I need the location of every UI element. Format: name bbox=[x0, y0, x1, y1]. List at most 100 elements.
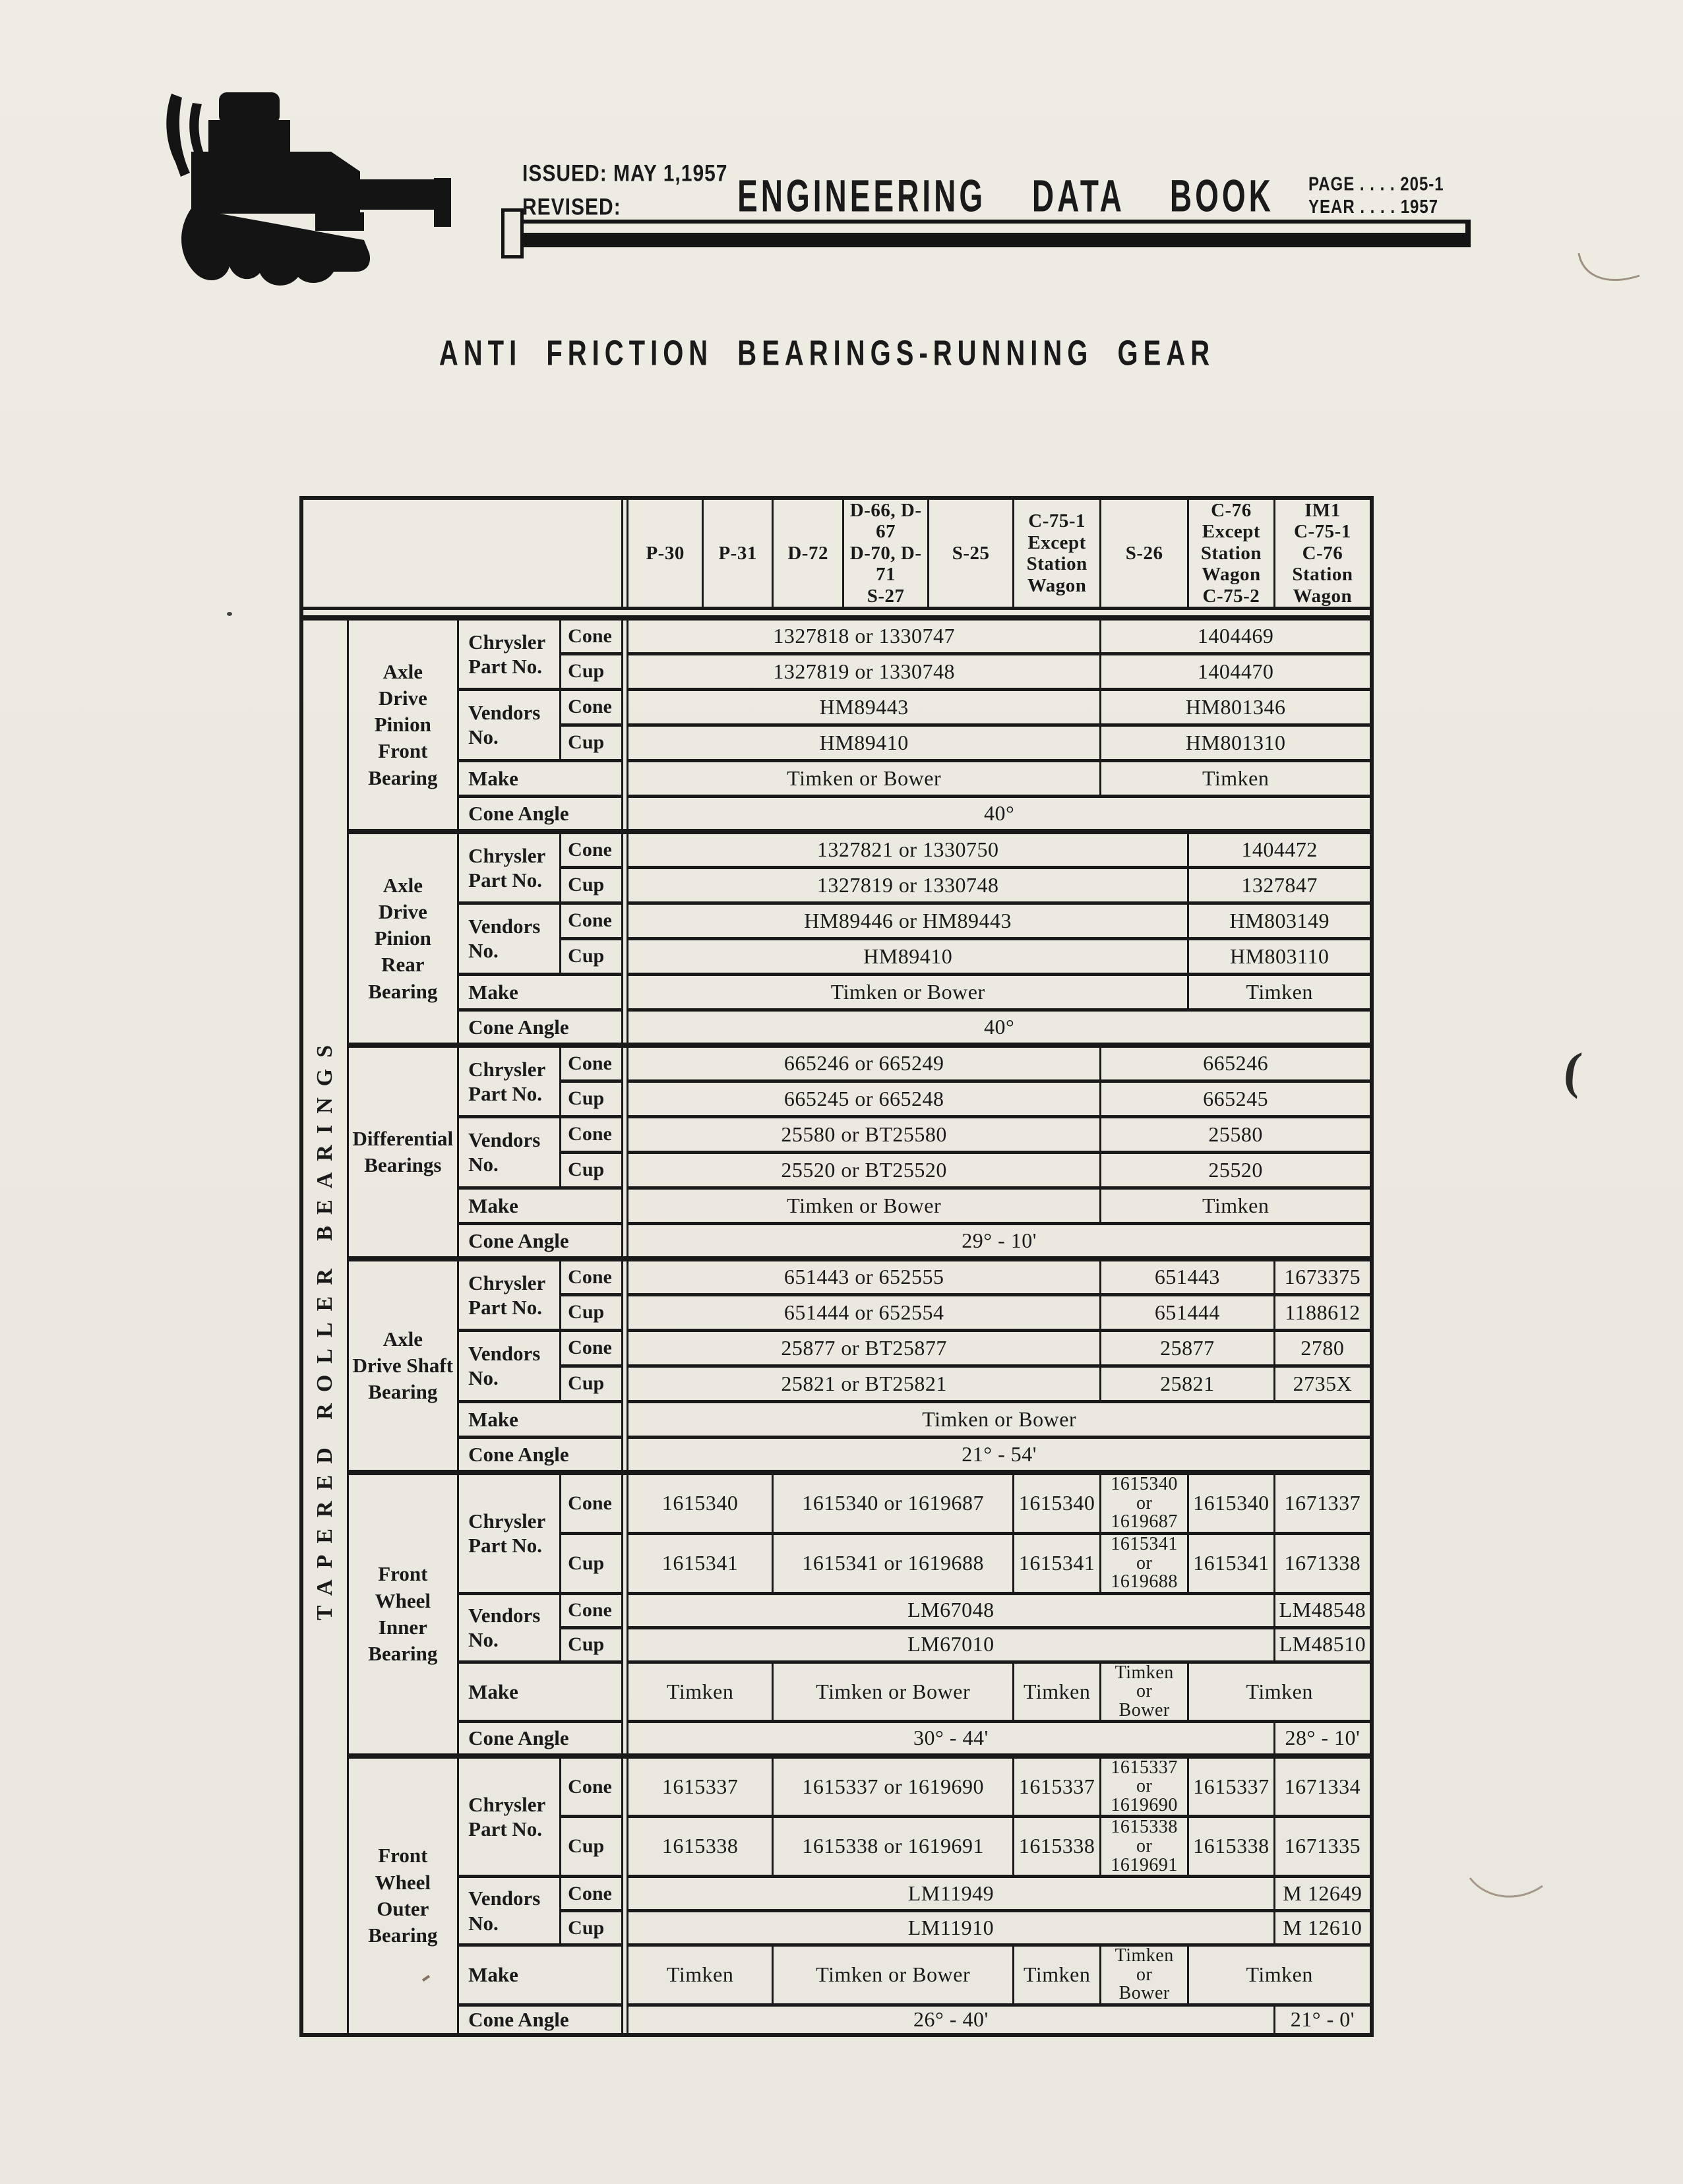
value-cell: LM48548 bbox=[1273, 1591, 1373, 1629]
page-title: ANTI FRICTION BEARINGS-RUNNING GEAR bbox=[439, 334, 1215, 373]
row-group-label: Vendors No. bbox=[457, 901, 562, 976]
value-cell: 1404470 bbox=[1099, 652, 1373, 691]
value-cell: 28° - 10' bbox=[1273, 1720, 1373, 1758]
value-cell: 1673375 bbox=[1273, 1256, 1373, 1296]
revised-label: REVISED: bbox=[522, 194, 621, 220]
page-ref: PAGE . . . . 205-1 bbox=[1308, 173, 1444, 195]
value-cell: 1404469 bbox=[1099, 615, 1373, 655]
value-cell: M 12649 bbox=[1273, 1875, 1373, 1913]
value-cell: 1671335 bbox=[1273, 1815, 1373, 1879]
value-cell: 1615338 bbox=[1187, 1815, 1275, 1879]
row-sub-label: Cone bbox=[559, 1043, 624, 1083]
row-sub-label: Cup bbox=[559, 1079, 624, 1118]
divider bbox=[621, 1533, 629, 1594]
divider bbox=[621, 796, 629, 832]
row-sub-label: Cone bbox=[559, 1470, 624, 1535]
divider bbox=[621, 867, 629, 903]
value-cell: 21° - 0' bbox=[1273, 2003, 1373, 2037]
row-group-label: Chrysler Part No. bbox=[457, 1470, 562, 1595]
divider bbox=[621, 1043, 629, 1081]
shaft-joint bbox=[501, 208, 524, 258]
value-cell: 665246 bbox=[1099, 1043, 1373, 1083]
divider bbox=[621, 760, 629, 797]
divider bbox=[621, 1081, 629, 1117]
value-cell: HM803110 bbox=[1187, 936, 1373, 976]
row-sub-label: Cup bbox=[559, 936, 624, 976]
value-cell: 1615338 or 1619691 bbox=[772, 1815, 1015, 1879]
value-cell: HM89410 bbox=[627, 723, 1102, 762]
col-header-p31: P-31 bbox=[702, 496, 774, 611]
row-sub-label: Cup bbox=[559, 1150, 624, 1190]
row-group-label: Make bbox=[457, 1943, 624, 2007]
row-group-label: Cone Angle bbox=[457, 794, 624, 834]
value-cell: LM11910 bbox=[627, 1909, 1275, 1947]
row-sub-label: Cone bbox=[559, 1256, 624, 1296]
row-group-label: Vendors No. bbox=[457, 1114, 562, 1190]
divider bbox=[621, 1721, 629, 1756]
value-cell: Timken or Bower bbox=[627, 1186, 1102, 1225]
value-cell: 651443 bbox=[1099, 1256, 1275, 1296]
value-cell: Timken or Bower bbox=[627, 1399, 1373, 1439]
value-cell: Timken bbox=[1187, 972, 1373, 1012]
section-label: Front Wheel Outer Bearing bbox=[346, 1753, 460, 2037]
value-cell: 25580 bbox=[1099, 1114, 1373, 1154]
row-group-label: Make bbox=[457, 972, 624, 1012]
col-header-c76: C-76 Except Station Wagon C-75-2 bbox=[1187, 496, 1275, 611]
value-cell: 651444 or 652554 bbox=[627, 1292, 1102, 1332]
value-cell: 40° bbox=[627, 1008, 1373, 1047]
value-cell: Timken or Bower bbox=[772, 1943, 1015, 2007]
value-cell: 665246 or 665249 bbox=[627, 1043, 1102, 1083]
col-header-d66: D-66, D-67 D-70, D-71 S-27 bbox=[842, 496, 930, 611]
divider bbox=[621, 615, 629, 654]
book-title: ENGINEERING DATA BOOK bbox=[737, 169, 1274, 222]
value-cell: Timken bbox=[1012, 1660, 1102, 1724]
row-sub-label: Cone bbox=[559, 1114, 624, 1154]
value-cell: 2735X bbox=[1273, 1364, 1373, 1403]
shaft-bar bbox=[516, 233, 1465, 247]
value-cell: 26° - 40' bbox=[627, 2003, 1275, 2037]
value-cell: HM801346 bbox=[1099, 687, 1373, 727]
row-group-label: Vendors No. bbox=[457, 1591, 562, 1664]
divider bbox=[621, 1437, 629, 1473]
section-label: Axle Drive Shaft Bearing bbox=[346, 1256, 460, 1474]
col-header-c751: C-75-1 Except Station Wagon bbox=[1012, 496, 1102, 611]
row-sub-label: Cone bbox=[559, 1328, 624, 1368]
value-cell: Timken bbox=[1012, 1943, 1102, 2007]
value-cell: 1615337 bbox=[1187, 1753, 1275, 1819]
value-cell: Timken bbox=[1187, 1660, 1373, 1724]
value-cell: 25877 or BT25877 bbox=[627, 1328, 1102, 1368]
value-cell: 1615340 bbox=[1012, 1470, 1102, 1535]
year-ref: YEAR . . . . 1957 bbox=[1308, 197, 1439, 218]
row-group-label: Cone Angle bbox=[457, 1008, 624, 1047]
section-label: Axle Drive Pinion Front Bearing bbox=[346, 615, 460, 834]
divider bbox=[621, 1945, 629, 2005]
value-cell: 2780 bbox=[1273, 1328, 1373, 1368]
chrysler-machine-logo bbox=[166, 92, 451, 286]
value-cell: 1327819 or 1330748 bbox=[627, 865, 1190, 905]
row-sub-label: Cup bbox=[559, 1531, 624, 1595]
value-cell: 25520 or BT25520 bbox=[627, 1150, 1102, 1190]
divider bbox=[621, 689, 629, 725]
value-cell: 1615340 or 1619687 bbox=[1099, 1470, 1190, 1535]
value-cell: 1615341 bbox=[1187, 1531, 1275, 1595]
divider bbox=[621, 1366, 629, 1402]
column-header-row: P-30 P-31 D-72 D-66, D-67 D-70, D-71 S-2… bbox=[300, 496, 1373, 611]
value-cell: 1404472 bbox=[1187, 829, 1373, 869]
row-group-label: Make bbox=[457, 758, 624, 798]
divider bbox=[621, 1116, 629, 1153]
value-cell: 1327819 or 1330748 bbox=[627, 652, 1102, 691]
col-header-s25: S-25 bbox=[927, 496, 1015, 611]
divider bbox=[621, 1401, 629, 1438]
row-group-label: Chrysler Part No. bbox=[457, 615, 562, 691]
value-cell: M 12610 bbox=[1273, 1909, 1373, 1947]
row-sub-label: Cup bbox=[559, 652, 624, 691]
value-cell: 1615338 or 1619691 bbox=[1099, 1815, 1190, 1879]
divider bbox=[621, 1010, 629, 1046]
section-label: Front Wheel Inner Bearing bbox=[346, 1470, 460, 1758]
value-cell: 1327818 or 1330747 bbox=[627, 615, 1102, 655]
row-group-label: Vendors No. bbox=[457, 687, 562, 762]
divider bbox=[621, 1910, 629, 1945]
divider bbox=[621, 1470, 629, 1534]
col-header-p30: P-30 bbox=[627, 496, 704, 611]
divider bbox=[621, 1753, 629, 1817]
